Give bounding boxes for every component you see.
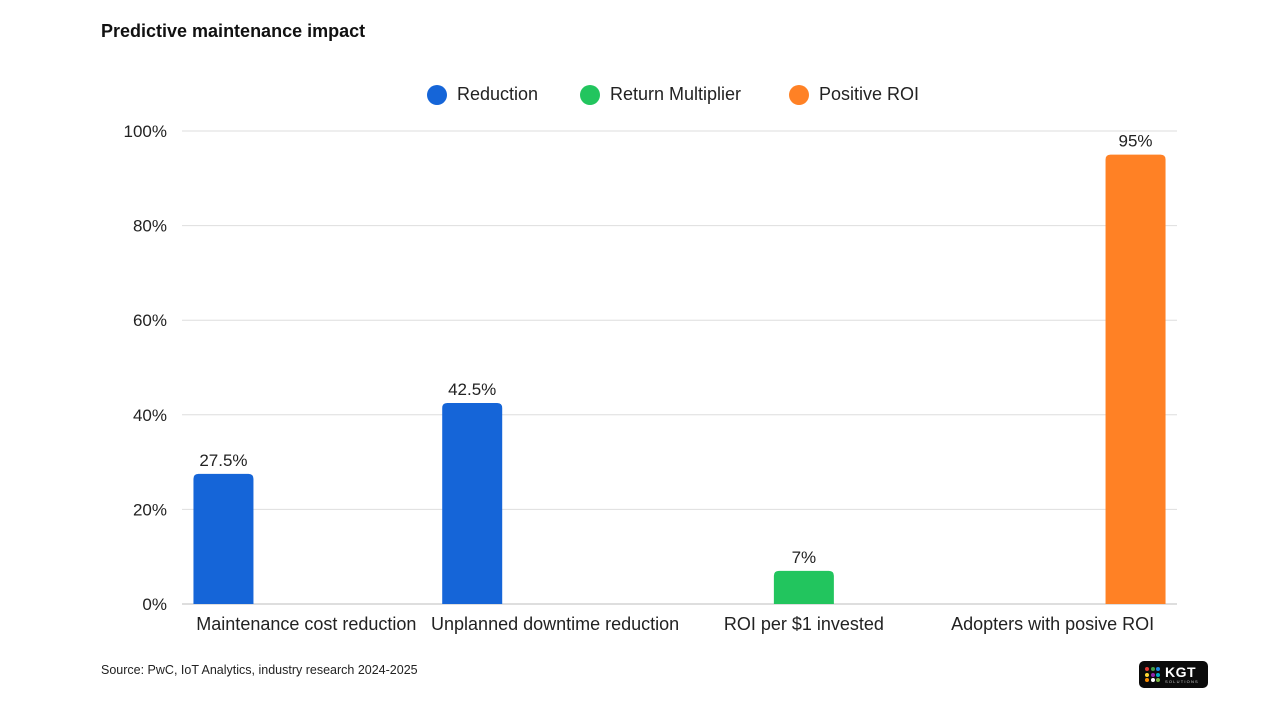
legend-swatch bbox=[427, 85, 447, 105]
data-label: 95% bbox=[1119, 132, 1153, 151]
x-tick-label: Maintenance cost reduction bbox=[196, 614, 416, 634]
x-tick-label: ROI per $1 invested bbox=[724, 614, 884, 634]
x-tick-label: Adopters with posive ROI bbox=[951, 614, 1154, 634]
y-tick-label: 60% bbox=[133, 311, 167, 330]
source-note: Source: PwC, IoT Analytics, industry res… bbox=[101, 663, 418, 677]
bar-unplanned-downtime-reduction bbox=[442, 402, 503, 604]
legend-swatch bbox=[580, 85, 600, 105]
kgt-logo: KGT SOLUTIONS bbox=[1139, 661, 1208, 688]
bar-roi-per-1-invested bbox=[773, 570, 834, 604]
y-tick-label: 0% bbox=[142, 595, 167, 614]
logo-dots-icon bbox=[1145, 667, 1160, 682]
logo-name: KGT bbox=[1165, 664, 1197, 680]
data-label: 7% bbox=[792, 548, 817, 567]
legend-label: Positive ROI bbox=[819, 84, 919, 104]
y-tick-label: 20% bbox=[133, 500, 167, 519]
y-tick-label: 80% bbox=[133, 217, 167, 236]
y-tick-label: 100% bbox=[124, 122, 167, 141]
x-tick-label: Unplanned downtime reduction bbox=[431, 614, 679, 634]
chart-title: Predictive maintenance impact bbox=[101, 21, 366, 41]
logo-subtitle: SOLUTIONS bbox=[1165, 679, 1199, 684]
y-tick-label: 40% bbox=[133, 406, 167, 425]
bar-adopters-with-posive-roi bbox=[1105, 154, 1166, 604]
data-label: 27.5% bbox=[199, 451, 247, 470]
bar-maintenance-cost-reduction bbox=[193, 473, 254, 604]
data-label: 42.5% bbox=[448, 380, 496, 399]
legend-label: Reduction bbox=[457, 84, 538, 104]
legend-swatch bbox=[789, 85, 809, 105]
legend-label: Return Multiplier bbox=[610, 84, 741, 104]
